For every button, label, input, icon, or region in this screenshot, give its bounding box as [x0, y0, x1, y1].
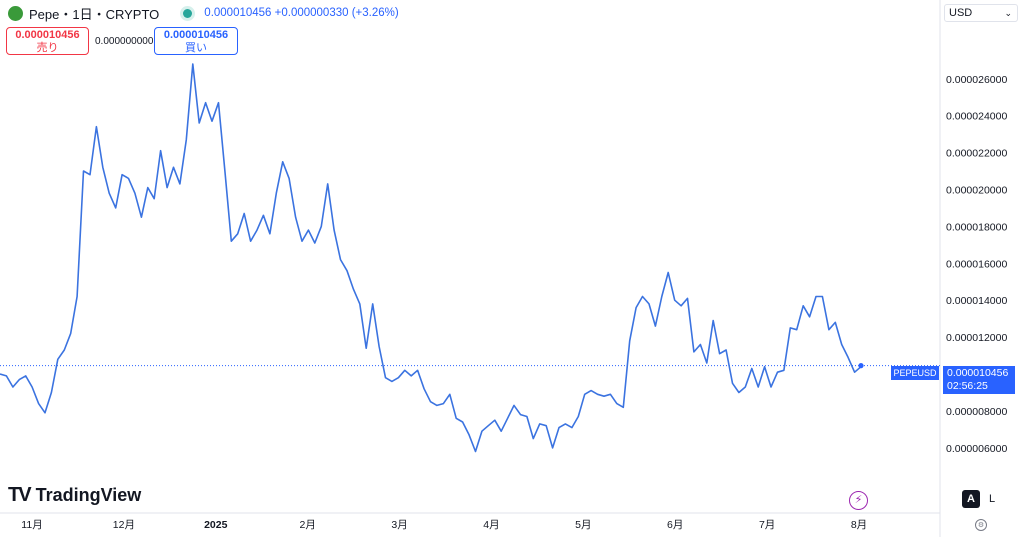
currency-select[interactable]: USD ⌄	[944, 4, 1018, 22]
brand-name: TradingView	[35, 485, 142, 505]
spread-value: 0.000000000	[95, 36, 154, 47]
buy-button[interactable]: 0.000010456 買い	[154, 27, 238, 55]
pepe-logo-icon	[8, 5, 23, 21]
last-price-value: 0.000010456	[947, 367, 1009, 379]
x-tick-label: 2025	[204, 519, 228, 531]
last-price-marker	[858, 363, 864, 369]
sell-button[interactable]: 0.000010456 売り	[6, 27, 89, 55]
y-tick-label: 0.000016000	[946, 258, 1007, 270]
symbol-header: Pepe・1日・CRYPTO 0.000010456 +0.000000330 …	[8, 4, 399, 22]
sell-label: 売り	[36, 42, 59, 54]
settings-icon[interactable]: ⚙	[975, 519, 987, 531]
sell-price: 0.000010456	[15, 29, 80, 41]
bar-countdown: 02:56:25	[947, 380, 988, 392]
ticker-tag: PEPEUSD	[891, 366, 939, 380]
log-scale-button[interactable]: L	[988, 493, 996, 505]
y-tick-label: 0.000020000	[946, 184, 1007, 196]
tradingview-brand[interactable]: TV TradingView	[8, 484, 141, 507]
y-tick-label: 0.000024000	[946, 111, 1007, 123]
x-tick-label: 8月	[851, 519, 867, 531]
x-tick-label: 2月	[299, 519, 315, 531]
x-tick-label: 12月	[113, 519, 135, 531]
x-tick-label: 3月	[391, 519, 407, 531]
y-tick-label: 0.000018000	[946, 221, 1007, 233]
chevron-down-icon: ⌄	[1004, 8, 1012, 18]
buy-price: 0.000010456	[163, 29, 229, 41]
price-change-readout: 0.000010456 +0.000000330 (+3.26%)	[204, 7, 399, 19]
auto-scale-button[interactable]: A	[962, 490, 980, 508]
price-line	[0, 63, 862, 453]
x-tick-label: 11月	[21, 519, 42, 531]
currency-value: USD	[949, 7, 973, 19]
buy-label: 買い	[185, 42, 207, 54]
x-tick-label: 4月	[483, 519, 499, 531]
y-tick-label: 0.000008000	[946, 406, 1007, 418]
tradingview-logo-icon: TV	[8, 484, 32, 506]
y-tick-label: 0.000006000	[946, 443, 1007, 455]
y-tick-label: 0.000012000	[946, 332, 1007, 344]
symbol-title[interactable]: Pepe・1日・CRYPTO	[29, 6, 160, 22]
x-tick-label: 5月	[575, 519, 591, 531]
market-status-icon	[183, 8, 193, 18]
y-tick-label: 0.000014000	[946, 295, 1007, 307]
y-tick-label: 0.000026000	[946, 74, 1007, 86]
y-tick-label: 0.000022000	[946, 148, 1007, 160]
lightning-icon[interactable]: ⚡	[849, 491, 868, 510]
last-price-label: 0.000010456 02:56:25	[943, 366, 1015, 394]
x-tick-label: 7月	[759, 519, 775, 531]
x-tick-label: 6月	[667, 519, 683, 531]
